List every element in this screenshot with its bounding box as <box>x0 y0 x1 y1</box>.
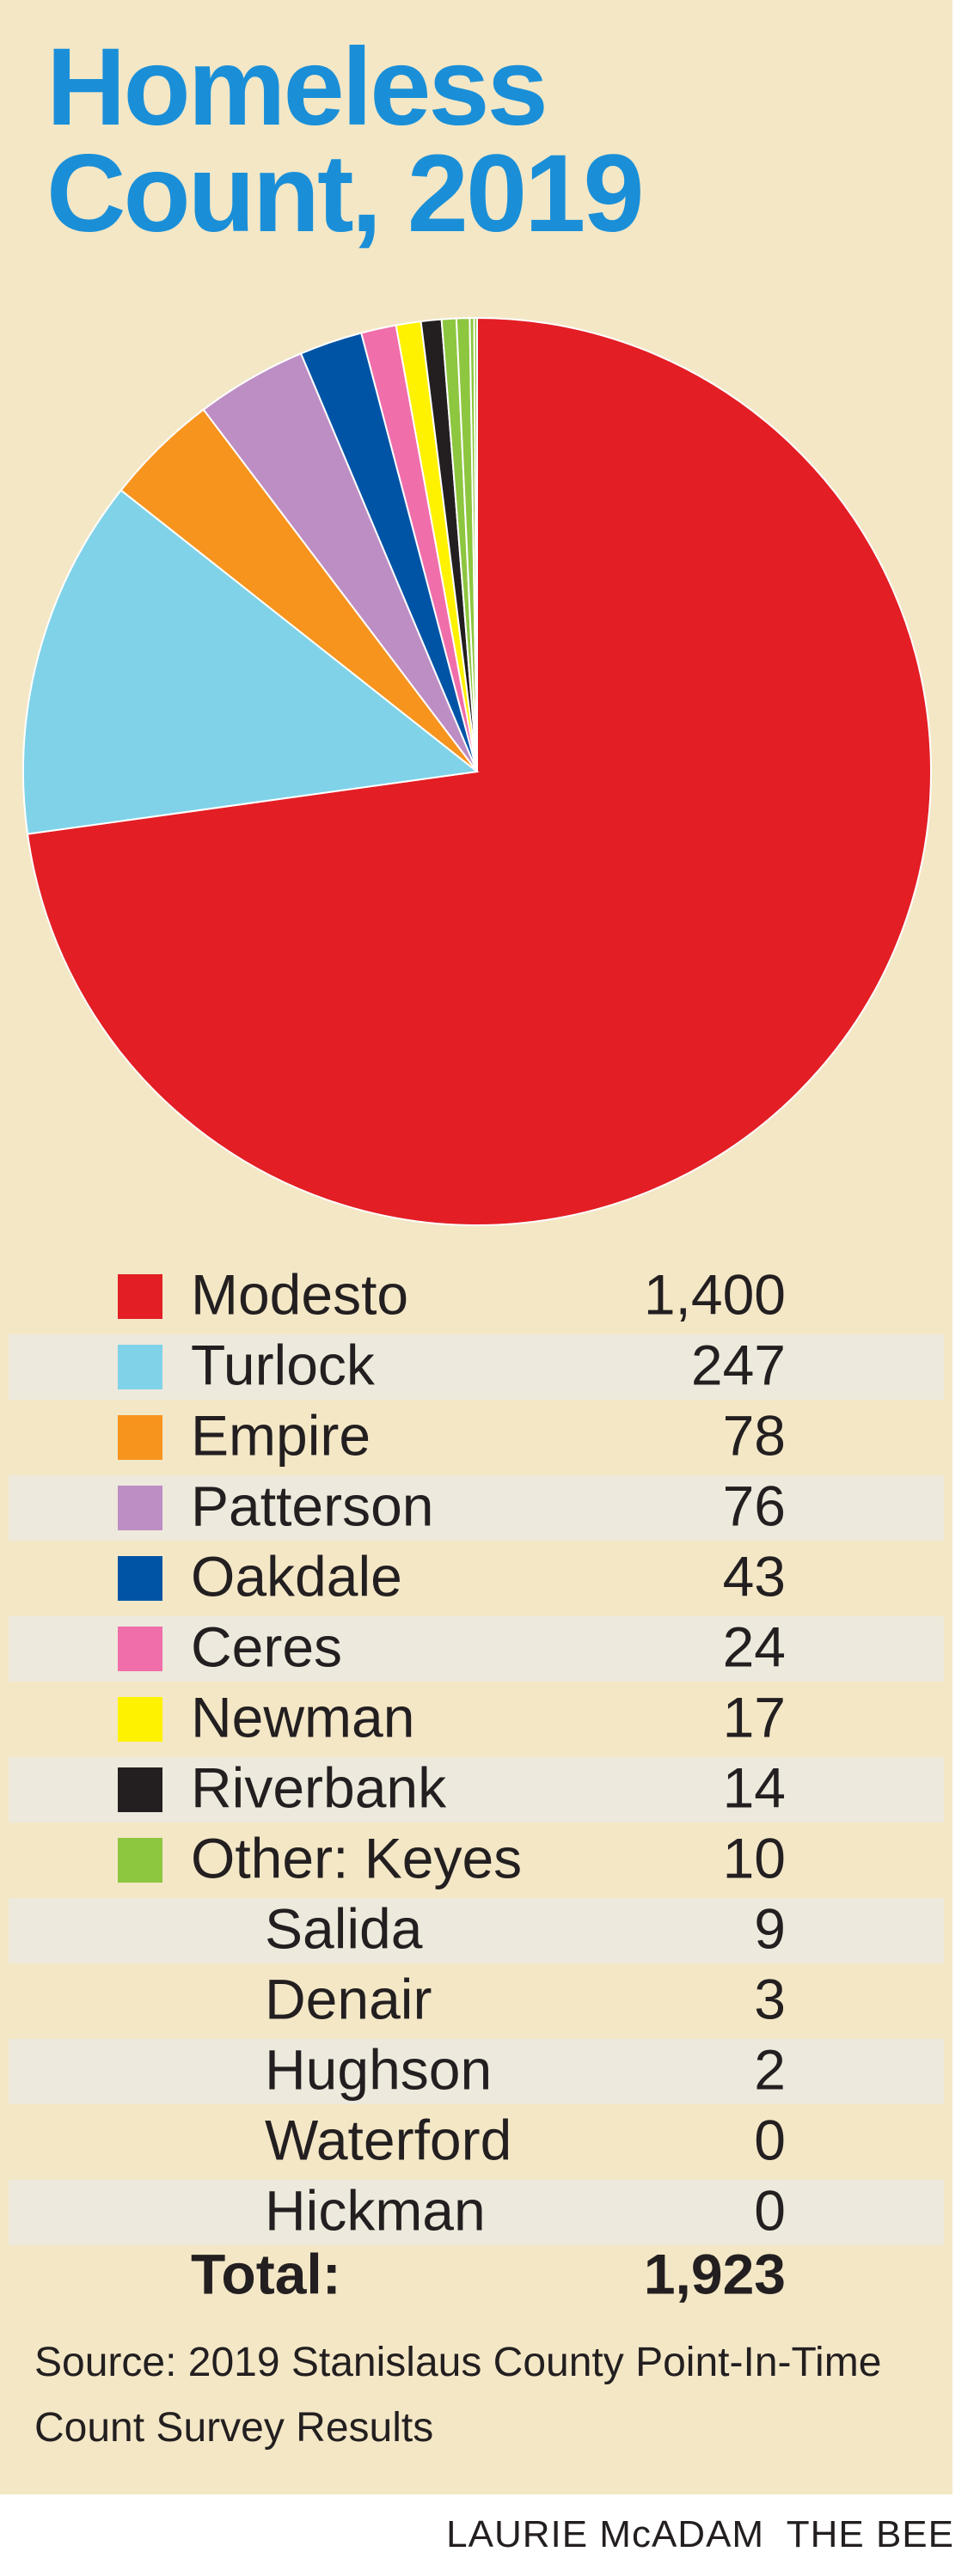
value-label: 9 <box>754 1896 786 1960</box>
row-band <box>9 2180 944 2245</box>
value-label: 0 <box>754 2108 786 2171</box>
row-band <box>9 1475 944 1541</box>
row-band <box>9 2039 944 2104</box>
legend-label: Turlock <box>191 1333 376 1396</box>
legend-swatch <box>118 1697 162 1742</box>
pie-slice <box>26 316 932 1226</box>
legend-label: Modesto <box>191 1262 408 1326</box>
row-band <box>9 1898 944 1963</box>
row-band <box>9 1757 944 1822</box>
legend-label: Hickman <box>265 2178 486 2242</box>
legend-swatch <box>118 1767 162 1812</box>
value-label: 10 <box>723 1826 786 1889</box>
value-label: 17 <box>723 1685 786 1749</box>
value-label: 24 <box>723 1615 786 1678</box>
total-value: 1,923 <box>644 2242 786 2305</box>
value-label: 0 <box>754 2178 786 2242</box>
legend-label: Riverbank <box>191 1755 447 1819</box>
source-note: Source: 2019 Stanislaus County Point-In-… <box>34 2340 882 2451</box>
row-band <box>9 1334 944 1400</box>
legend-swatch <box>118 1838 162 1883</box>
value-label: 78 <box>723 1403 786 1467</box>
legend-swatch <box>118 1556 162 1601</box>
pie-slice <box>473 316 478 772</box>
value-label: 43 <box>723 1544 786 1608</box>
chart-title: Homeless Count, 2019 <box>46 26 645 255</box>
value-label: 3 <box>754 1967 786 2030</box>
row-band <box>9 1616 944 1682</box>
value-label: 247 <box>691 1333 786 1396</box>
value-label: 1,400 <box>644 1262 786 1326</box>
legend-swatch <box>118 1274 162 1319</box>
legend-label: Hughson <box>265 2037 492 2101</box>
value-label: 14 <box>723 1755 786 1819</box>
legend-swatch <box>118 1345 162 1389</box>
credit: LAURIE McADAM THE BEE <box>446 2513 954 2555</box>
legend-label: Waterford <box>265 2108 511 2171</box>
legend-label: Oakdale <box>191 1544 402 1608</box>
legend-swatch <box>118 1486 162 1530</box>
legend-label: Newman <box>191 1685 414 1749</box>
pie-slice <box>22 489 480 835</box>
legend-label: Empire <box>191 1403 371 1467</box>
total-label: Total: <box>191 2242 341 2305</box>
legend-label: Patterson <box>191 1474 434 1537</box>
legend-swatch <box>118 1415 162 1460</box>
legend-label: Other: Keyes <box>191 1826 522 1889</box>
legend-swatch <box>118 1627 162 1671</box>
value-label: 76 <box>723 1474 786 1537</box>
value-label: 2 <box>754 2037 786 2101</box>
legend-label: Denair <box>265 1967 432 2030</box>
legend-label: Ceres <box>191 1615 342 1678</box>
legend-label: Salida <box>265 1896 423 1960</box>
